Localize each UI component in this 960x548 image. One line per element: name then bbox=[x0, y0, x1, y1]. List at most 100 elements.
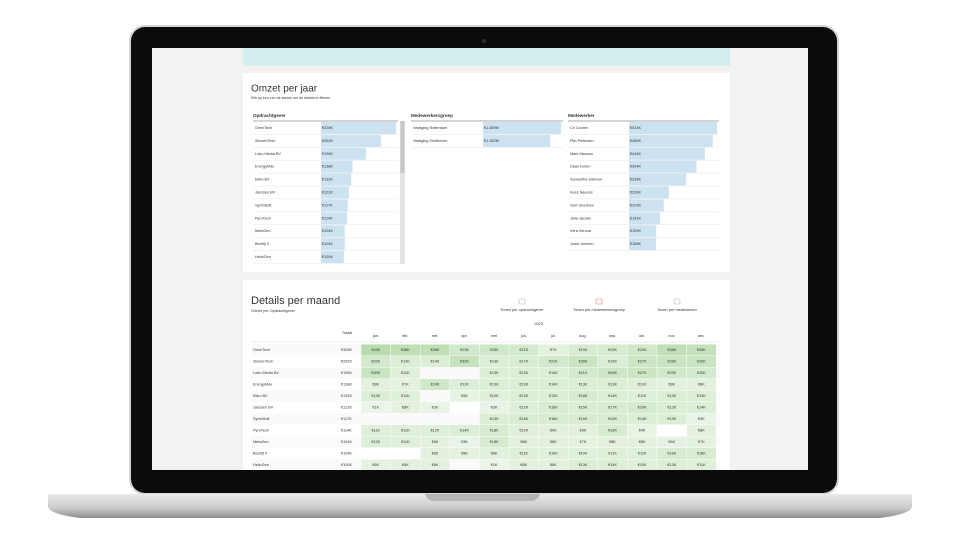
cell-value: €13K bbox=[519, 371, 528, 375]
info-banner bbox=[243, 48, 730, 66]
camera bbox=[481, 38, 487, 44]
row-name[interactable]: Vestiging Rotterdam bbox=[413, 126, 447, 130]
row-total: €122K bbox=[341, 406, 352, 410]
row-value: €100K bbox=[322, 255, 333, 259]
bar[interactable] bbox=[321, 122, 396, 134]
bar[interactable] bbox=[629, 186, 669, 199]
cell-value: €6K bbox=[668, 440, 675, 444]
button-icon[interactable] bbox=[595, 298, 603, 305]
cell-value: €16K bbox=[667, 452, 676, 456]
cell-value: €17K bbox=[519, 360, 528, 364]
bar[interactable] bbox=[321, 173, 352, 186]
cell-value: €14K bbox=[697, 406, 706, 410]
cell-value: €23K bbox=[460, 348, 469, 352]
row-name[interactable]: Joost Jeerken bbox=[570, 242, 594, 246]
cell-value: €12K bbox=[371, 440, 380, 444]
toggle-button[interactable]: Tonen per medewerkersgroep bbox=[573, 307, 625, 312]
row-name[interactable]: OmniTech bbox=[255, 126, 272, 130]
bar[interactable] bbox=[629, 173, 687, 186]
row-name[interactable]: HelioGen bbox=[255, 255, 271, 259]
bar[interactable] bbox=[321, 147, 366, 160]
row-name[interactable]: Vestiging Eindhoven bbox=[413, 139, 447, 143]
bar[interactable] bbox=[483, 134, 551, 147]
bar[interactable] bbox=[321, 199, 348, 212]
toggle-button[interactable]: Tonen per opdrachtgever bbox=[500, 307, 544, 312]
button-icon[interactable] bbox=[518, 298, 526, 305]
scrollbar bbox=[400, 121, 405, 264]
row-name[interactable]: Samantha Samson bbox=[570, 178, 602, 182]
bar[interactable] bbox=[321, 186, 349, 199]
column-header: okt. bbox=[639, 334, 645, 338]
row-name[interactable]: PyroTech bbox=[255, 216, 271, 220]
row-name[interactable]: Janssen BV bbox=[255, 191, 276, 195]
cell bbox=[420, 459, 451, 470]
cell-value: €16K bbox=[608, 417, 617, 421]
cell-value: €8K bbox=[432, 440, 439, 444]
column-header: nov. bbox=[668, 334, 675, 338]
button-icon[interactable] bbox=[673, 298, 681, 305]
row-name[interactable]: SterrenTech bbox=[255, 139, 275, 143]
cell-value: €11K bbox=[520, 452, 529, 456]
row-name[interactable]: MetaGen bbox=[255, 229, 271, 233]
row-name[interactable]: Ekko BV bbox=[255, 178, 270, 182]
cell-value: €14K bbox=[638, 417, 647, 421]
cell-value: €25K bbox=[490, 348, 499, 352]
cell-value: €13K bbox=[608, 383, 617, 387]
row-name: SterrenTech bbox=[253, 360, 273, 364]
row-name: EnergyMax bbox=[253, 383, 272, 387]
bar[interactable] bbox=[629, 225, 657, 238]
row-value: €1.489M bbox=[484, 126, 499, 130]
row-name[interactable]: Mark Manson bbox=[570, 152, 593, 156]
cell-value: €10K bbox=[519, 429, 528, 433]
bar[interactable] bbox=[321, 251, 344, 263]
row-name: SynthSoft bbox=[253, 417, 270, 421]
cell-value: €32K bbox=[460, 360, 469, 364]
bar[interactable] bbox=[321, 212, 348, 225]
bar[interactable] bbox=[321, 160, 353, 173]
cell-value: €17K bbox=[608, 406, 617, 410]
row-value: €122K bbox=[322, 191, 333, 195]
row-name[interactable]: Kees Neeons bbox=[570, 191, 593, 195]
panel-subtitle: Klik op een van de staven om de details … bbox=[251, 96, 330, 100]
cell-value: €12K bbox=[431, 429, 440, 433]
bar[interactable] bbox=[629, 160, 697, 173]
row-name[interactable]: Lotto Media BV bbox=[255, 152, 281, 156]
bar[interactable] bbox=[629, 212, 660, 225]
cell-value: €8K bbox=[372, 383, 379, 387]
bar[interactable] bbox=[629, 147, 705, 160]
scrollbar-thumb[interactable] bbox=[400, 121, 405, 173]
row-name[interactable]: Gert Geertsen bbox=[570, 203, 594, 207]
table-header: Opdrachtgever bbox=[253, 113, 286, 118]
bar[interactable] bbox=[483, 122, 561, 134]
cell-value: €13K bbox=[490, 383, 499, 387]
row-name[interactable]: Piet Pietersen bbox=[570, 139, 594, 143]
cell-value: €13K bbox=[519, 394, 528, 398]
bar[interactable] bbox=[321, 225, 345, 238]
cell-value: €22K bbox=[371, 360, 380, 364]
bar[interactable] bbox=[629, 238, 657, 251]
bar[interactable] bbox=[629, 199, 664, 212]
row-name[interactable]: Vera Verona bbox=[570, 229, 592, 233]
cell-value: €11K bbox=[401, 371, 410, 375]
row-name[interactable]: Ce Coolen bbox=[570, 126, 588, 130]
cell-value: €7K bbox=[698, 440, 705, 444]
toggle-button[interactable]: Tonen per medewerker bbox=[657, 307, 697, 312]
bar[interactable] bbox=[629, 122, 717, 134]
row-total: €117K bbox=[341, 417, 352, 421]
cell-value: €14K bbox=[549, 383, 558, 387]
bar[interactable] bbox=[629, 134, 713, 147]
row-value: €1.282M bbox=[484, 139, 499, 143]
bar[interactable] bbox=[321, 238, 345, 251]
row-name[interactable]: SynthSoft bbox=[255, 203, 272, 207]
cell-value: €11K bbox=[372, 429, 381, 433]
cell-value: €24K bbox=[638, 348, 647, 352]
row-name[interactable]: EnergyMax bbox=[255, 165, 274, 169]
row-name[interactable]: Julia Jacobs bbox=[570, 216, 591, 220]
row-value: €514K bbox=[630, 126, 641, 130]
row-name[interactable]: Daan Doren bbox=[570, 165, 590, 169]
row-value: €196K bbox=[322, 152, 333, 156]
row-name[interactable]: Bedrijf X bbox=[255, 242, 270, 246]
bar[interactable] bbox=[321, 134, 381, 147]
cell-value: €14K bbox=[608, 463, 617, 467]
cell-value: €33K bbox=[697, 348, 706, 352]
